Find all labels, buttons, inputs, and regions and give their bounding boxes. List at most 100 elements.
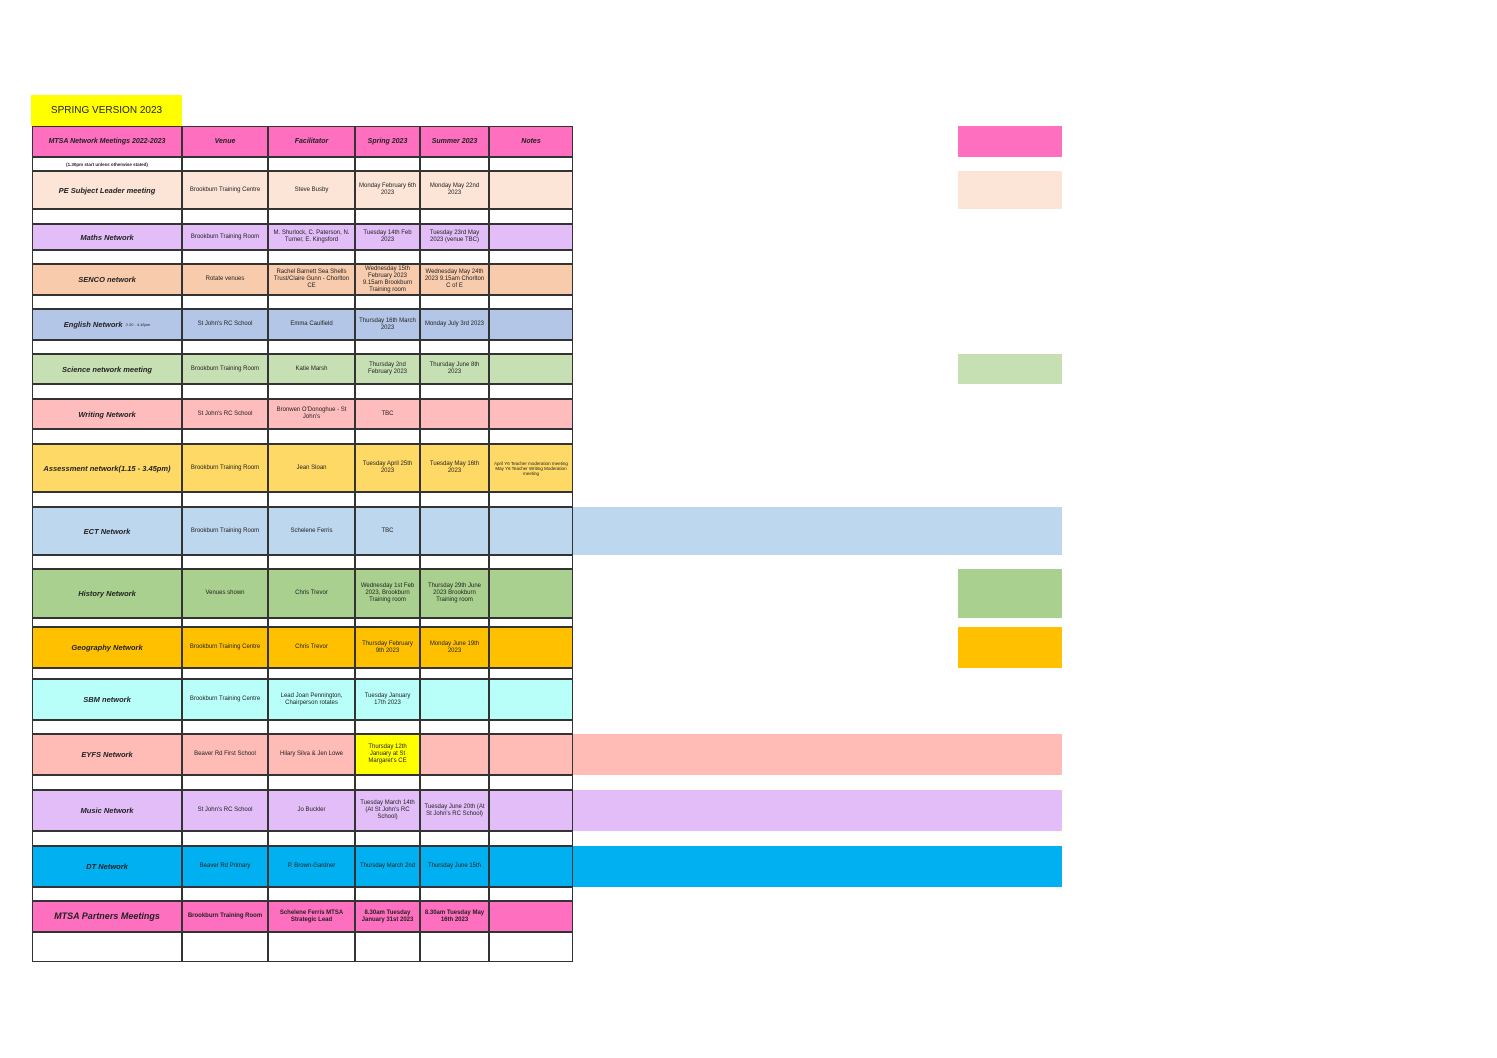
empty-cell [268,209,355,224]
empty-cell [32,720,182,734]
empty-cell [420,429,489,444]
empty-cell [355,295,420,309]
notes-cell [489,846,573,887]
venue-cell: Brookburn Training Room [182,224,268,250]
facilitator-cell: Schelene Ferris MTSA Strategic Lead [268,901,355,932]
summer-cell: Wednesday May 24th 2023 9.15am Chorlton … [420,264,489,295]
empty-cell [355,250,420,264]
row-extension [573,846,1062,887]
facilitator-cell: Jean Sloan [268,444,355,492]
column-header: Notes [489,126,573,157]
empty-cell [32,775,182,790]
row-label: Music Network [32,790,182,831]
empty-cell [355,831,420,846]
empty-cell [489,831,573,846]
empty-cell [489,492,573,507]
row-label: Geography Network [32,627,182,668]
summer-cell [420,399,489,429]
row-label: Writing Network [32,399,182,429]
notes-cell [489,627,573,668]
notes-cell [489,901,573,932]
empty-cell [182,209,268,224]
spring-cell: Tuesday April 25th 2023 [355,444,420,492]
empty-cell [182,384,268,399]
facilitator-cell: Lead Joan Pennington, Chairperson rotate… [268,679,355,720]
notes-cell [489,309,573,340]
empty-cell [420,492,489,507]
venue-cell: Venues shown [182,569,268,618]
color-swatch [958,627,1062,668]
column-header: Facilitator [268,126,355,157]
summer-cell: Thursday June 8th 2023 [420,354,489,384]
venue-cell: Brookburn Training Room [182,354,268,384]
empty-cell [489,887,573,901]
summer-cell: Monday June 19th 2023 [420,627,489,668]
row-label: Maths Network [32,224,182,250]
venue-cell: Brookburn Training Centre [182,627,268,668]
spring-cell: Thursday 12th January at St Margaret's C… [355,734,420,775]
empty-cell [420,618,489,627]
empty-cell [420,775,489,790]
venue-cell: Brookburn Training Centre [182,679,268,720]
facilitator-cell: Bronwen O'Donoghue - St John's [268,399,355,429]
spring-cell: Wednesday 15th February 2023 9.15am Broo… [355,264,420,295]
empty-cell [268,384,355,399]
summer-cell: Tuesday 23rd May 2023 (venue TBC) [420,224,489,250]
empty-cell [32,429,182,444]
notes-cell [489,734,573,775]
empty-cell [420,157,489,171]
empty-cell [355,209,420,224]
notes-cell [489,569,573,618]
empty-cell [182,555,268,569]
summer-cell: Tuesday June 20th (At St John's RC Schoo… [420,790,489,831]
empty-cell [489,384,573,399]
summer-cell: Monday May 22nd 2023 [420,171,489,209]
venue-cell: St John's RC School [182,309,268,340]
summer-cell [420,507,489,555]
row-label: History Network [32,569,182,618]
notes-cell [489,264,573,295]
facilitator-cell: Hilary Silva & Jen Lowe [268,734,355,775]
empty-cell [420,340,489,354]
empty-cell [355,492,420,507]
column-header: Summer 2023 [420,126,489,157]
venue-cell: Beaver Rd First School [182,734,268,775]
summer-cell: Thursday 29th June 2023 Brookburn Traini… [420,569,489,618]
row-extension [573,790,1062,831]
label-note: 3.30 - 4.45pm [125,322,151,327]
empty-cell [268,555,355,569]
color-swatch [958,569,1062,618]
empty-cell [182,932,268,962]
spring-cell: Tuesday January 17th 2023 [355,679,420,720]
row-extension [573,507,1062,555]
empty-cell [420,384,489,399]
spring-cell: Tuesday March 14th (At St John's RC Scho… [355,790,420,831]
facilitator-cell: Steve Busby [268,171,355,209]
spring-cell: Thursday February 9th 2023 [355,627,420,668]
empty-cell [32,887,182,901]
empty-cell [420,250,489,264]
venue-cell: Brookburn Training Room [182,901,268,932]
spring-cell: Monday February 6th 2023 [355,171,420,209]
version-label: SPRING VERSION 2023 [31,95,182,126]
empty-cell [268,775,355,790]
facilitator-cell: Jo Buckler [268,790,355,831]
row-label: SBM network [32,679,182,720]
empty-cell [268,250,355,264]
empty-cell [182,429,268,444]
empty-cell [32,555,182,569]
venue-cell: Brookburn Training Room [182,444,268,492]
row-label: SENCO network [32,264,182,295]
empty-cell [489,668,573,679]
facilitator-cell: Chris Trevor [268,569,355,618]
empty-cell [32,250,182,264]
empty-cell [489,618,573,627]
empty-cell [355,384,420,399]
empty-cell [182,295,268,309]
empty-cell [489,555,573,569]
spring-cell: Tuesday 14th Feb 2023 [355,224,420,250]
empty-cell [420,887,489,901]
empty-cell [489,429,573,444]
notes-cell [489,399,573,429]
